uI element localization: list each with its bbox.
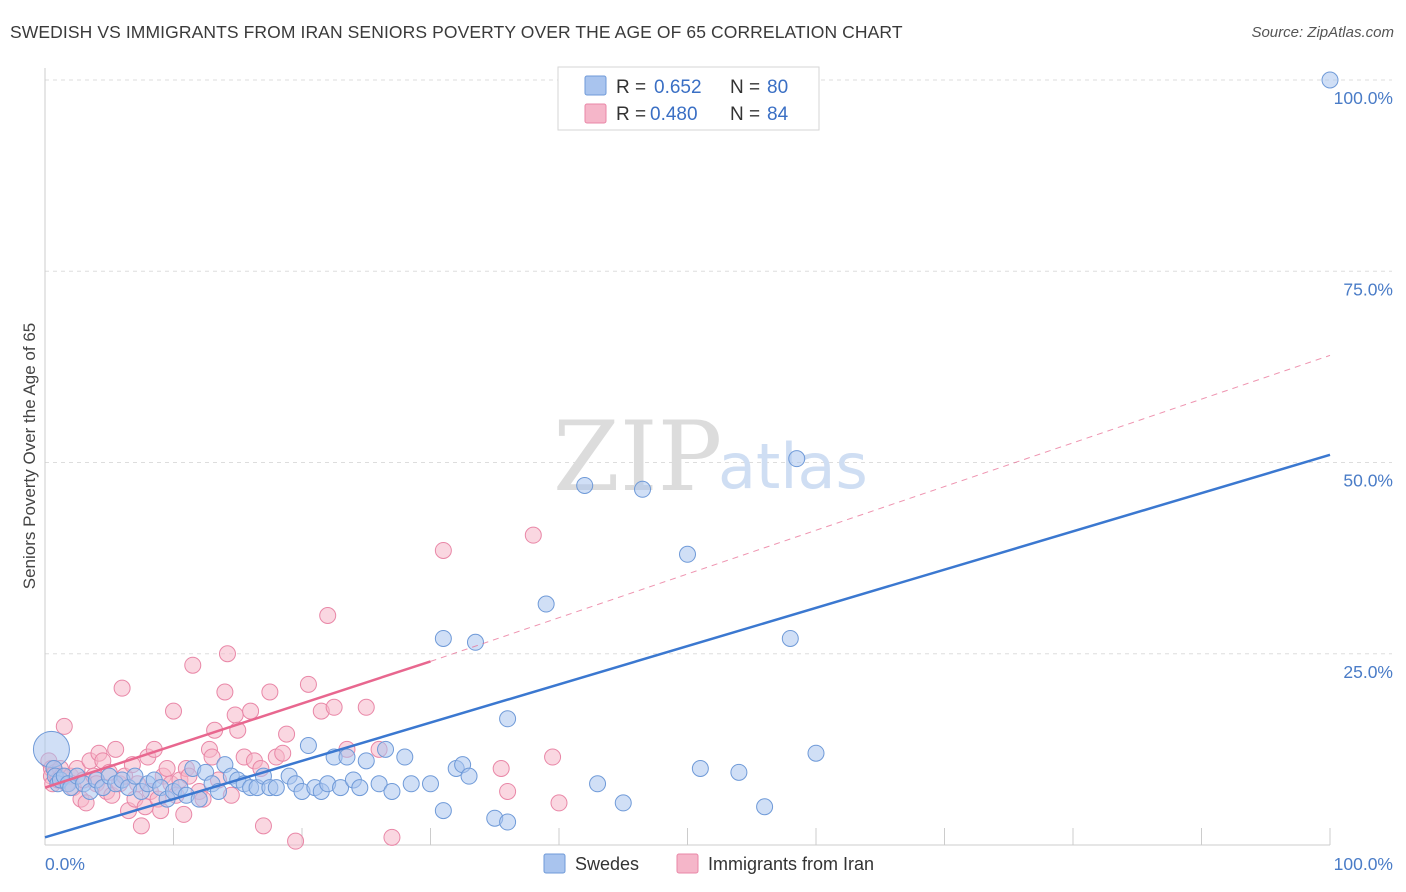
chart-title: SWEDISH VS IMMIGRANTS FROM IRAN SENIORS … bbox=[10, 22, 903, 42]
iran-point bbox=[550, 794, 568, 812]
legend-swatch-swedes bbox=[584, 75, 607, 96]
axes bbox=[44, 68, 1330, 846]
swedes-point bbox=[434, 629, 452, 647]
swedes-points bbox=[32, 71, 1339, 831]
swedes-point bbox=[614, 794, 632, 812]
iran-point bbox=[175, 805, 193, 823]
swedes-point bbox=[634, 480, 652, 498]
legend-n-label-swedes: N = bbox=[730, 77, 760, 98]
swedes-point bbox=[691, 760, 709, 777]
watermark-atlas: atlas bbox=[718, 430, 868, 503]
iran-point bbox=[218, 645, 236, 663]
y-axis-title: Seniors Poverty Over the Age of 65 bbox=[20, 323, 39, 589]
iran-point bbox=[325, 698, 343, 716]
legend-n-label-iran: N = bbox=[730, 104, 760, 125]
swedes-point bbox=[756, 798, 774, 816]
iran-point bbox=[203, 748, 221, 766]
iran-points bbox=[40, 526, 568, 850]
trend-lines bbox=[44, 354, 1331, 839]
iran-point bbox=[524, 526, 542, 544]
iran-point bbox=[383, 828, 401, 846]
iran-point bbox=[278, 725, 296, 743]
iran-point bbox=[158, 760, 176, 777]
iran-point bbox=[274, 744, 292, 762]
iran-point bbox=[165, 702, 182, 720]
swedes-point bbox=[679, 545, 696, 563]
iran-point bbox=[242, 702, 260, 720]
y-tick-label: 50.0% bbox=[1343, 471, 1393, 491]
y-tick-label: 100.0% bbox=[1334, 88, 1393, 108]
swedes-point bbox=[357, 752, 375, 770]
legend-r-label-swedes: R = bbox=[616, 77, 646, 98]
iran-point bbox=[113, 679, 131, 697]
swedes-point bbox=[807, 744, 825, 762]
iran-point bbox=[544, 748, 562, 766]
iran-point bbox=[319, 607, 337, 624]
iran-point bbox=[261, 683, 279, 701]
legend-swatch-iran bbox=[584, 103, 607, 124]
series-legend: Swedes Immigrants from Iran bbox=[543, 853, 874, 874]
swedes-point bbox=[499, 710, 517, 728]
swedes-point bbox=[1321, 71, 1339, 89]
bottom-legend-swatch-swedes bbox=[543, 853, 566, 874]
swedes-point bbox=[434, 802, 452, 820]
swedes-point bbox=[383, 782, 401, 800]
y-tick-label: 75.0% bbox=[1343, 279, 1393, 299]
iran-point bbox=[492, 760, 510, 777]
swedes-point bbox=[332, 779, 350, 797]
swedes-point bbox=[126, 767, 144, 785]
iran-point bbox=[299, 675, 317, 693]
swedes-point bbox=[267, 779, 285, 797]
swedes-point bbox=[499, 813, 517, 831]
bottom-legend-label-swedes: Swedes bbox=[575, 854, 639, 874]
iran-point bbox=[132, 817, 150, 835]
legend-r-value-swedes: 0.652 bbox=[654, 77, 702, 98]
iran-trend-line-extrapolated bbox=[430, 354, 1331, 662]
swedes-point bbox=[576, 476, 594, 494]
x-tick-label: 0.0% bbox=[45, 854, 85, 874]
iran-point bbox=[107, 740, 125, 758]
iran-point bbox=[434, 541, 452, 559]
swedes-point bbox=[396, 748, 414, 766]
correlation-legend: R = 0.652 N = 80 R = 0.480 N = 84 bbox=[557, 66, 820, 131]
y-tick-label: 25.0% bbox=[1343, 662, 1393, 682]
legend-n-value-swedes: 80 bbox=[767, 77, 788, 98]
iran-point bbox=[216, 683, 234, 701]
watermark: ZIP atlas bbox=[553, 401, 868, 513]
iran-point bbox=[287, 832, 305, 850]
swedes-point bbox=[422, 775, 439, 793]
legend-r-value-iran: 0.480 bbox=[650, 104, 698, 125]
swedes-point bbox=[299, 737, 317, 755]
iran-point bbox=[226, 706, 244, 724]
x-tick-label: 100.0% bbox=[1334, 854, 1393, 874]
iran-point bbox=[254, 817, 272, 835]
legend-n-value-iran: 84 bbox=[767, 104, 789, 125]
swedes-point bbox=[351, 779, 369, 797]
bottom-legend-swatch-iran bbox=[676, 853, 699, 874]
swedes-point bbox=[781, 629, 799, 647]
swedes-point bbox=[537, 595, 555, 613]
swedes-point bbox=[338, 748, 356, 766]
iran-point bbox=[184, 656, 202, 674]
swedes-point bbox=[460, 767, 478, 785]
swedes-point bbox=[377, 740, 395, 758]
iran-point bbox=[55, 717, 73, 735]
swedes-point bbox=[788, 450, 806, 468]
swedes-trend-line bbox=[44, 453, 1331, 839]
legend-r-label-iran: R = bbox=[616, 104, 646, 125]
swedes-point bbox=[589, 775, 607, 793]
iran-point bbox=[499, 782, 517, 800]
swedes-point bbox=[402, 775, 420, 793]
bottom-legend-label-iran: Immigrants from Iran bbox=[708, 854, 874, 874]
swedes-point bbox=[370, 775, 388, 793]
iran-point bbox=[357, 698, 375, 716]
swedes-point bbox=[466, 633, 484, 651]
iran-trend-line bbox=[44, 660, 431, 789]
swedes-point bbox=[730, 763, 748, 781]
source-label: Source: ZipAtlas.com bbox=[1251, 24, 1394, 41]
tick-labels: 100.0% 75.0% 50.0% 25.0% 0.0% 100.0% bbox=[45, 88, 1393, 874]
